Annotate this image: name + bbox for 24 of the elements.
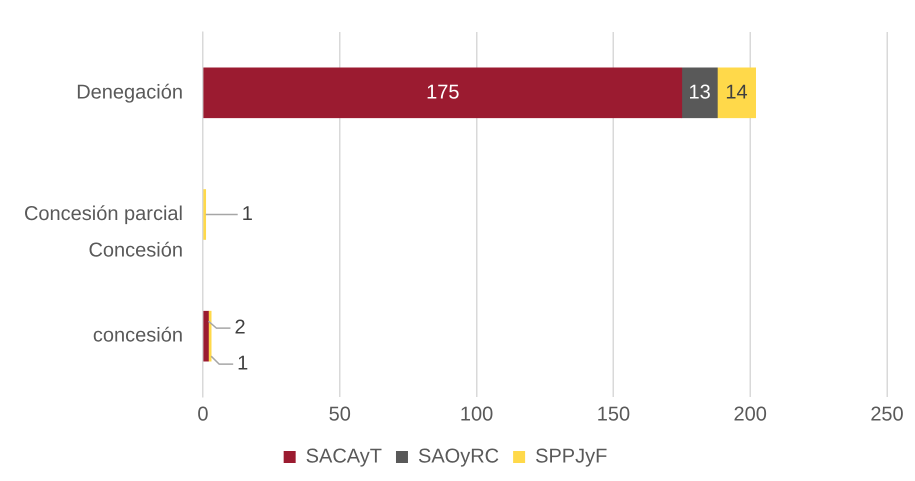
- x-tick-label: 250: [870, 404, 904, 426]
- data-label: 1: [237, 352, 248, 375]
- x-tick-label: 150: [596, 404, 630, 426]
- bar: [203, 310, 209, 362]
- bar: [203, 68, 682, 118]
- legend-label: SPPJyF: [535, 446, 608, 468]
- data-label: 14: [725, 81, 748, 104]
- x-tick-label: 50: [328, 404, 351, 426]
- data-label: 13: [688, 81, 711, 104]
- y-tick-label: Denegación: [76, 81, 183, 104]
- bar: [717, 68, 756, 118]
- legend-label: SAOyRC: [418, 446, 500, 468]
- x-tick-label: 0: [197, 404, 209, 426]
- text: Concesión: [88, 240, 183, 262]
- x-tick-label: 200: [734, 404, 767, 426]
- legend-label: SACAyT: [306, 446, 382, 468]
- x-tick-label: 100: [460, 404, 494, 426]
- data-label: 1: [242, 203, 253, 226]
- data-label: 2: [234, 316, 246, 339]
- y-tick-label: concesión: [92, 324, 183, 347]
- bar: [203, 189, 206, 240]
- data-label: 175: [426, 81, 460, 104]
- y-tick-label: Concesión parcial: [24, 203, 183, 226]
- bar: [681, 68, 718, 118]
